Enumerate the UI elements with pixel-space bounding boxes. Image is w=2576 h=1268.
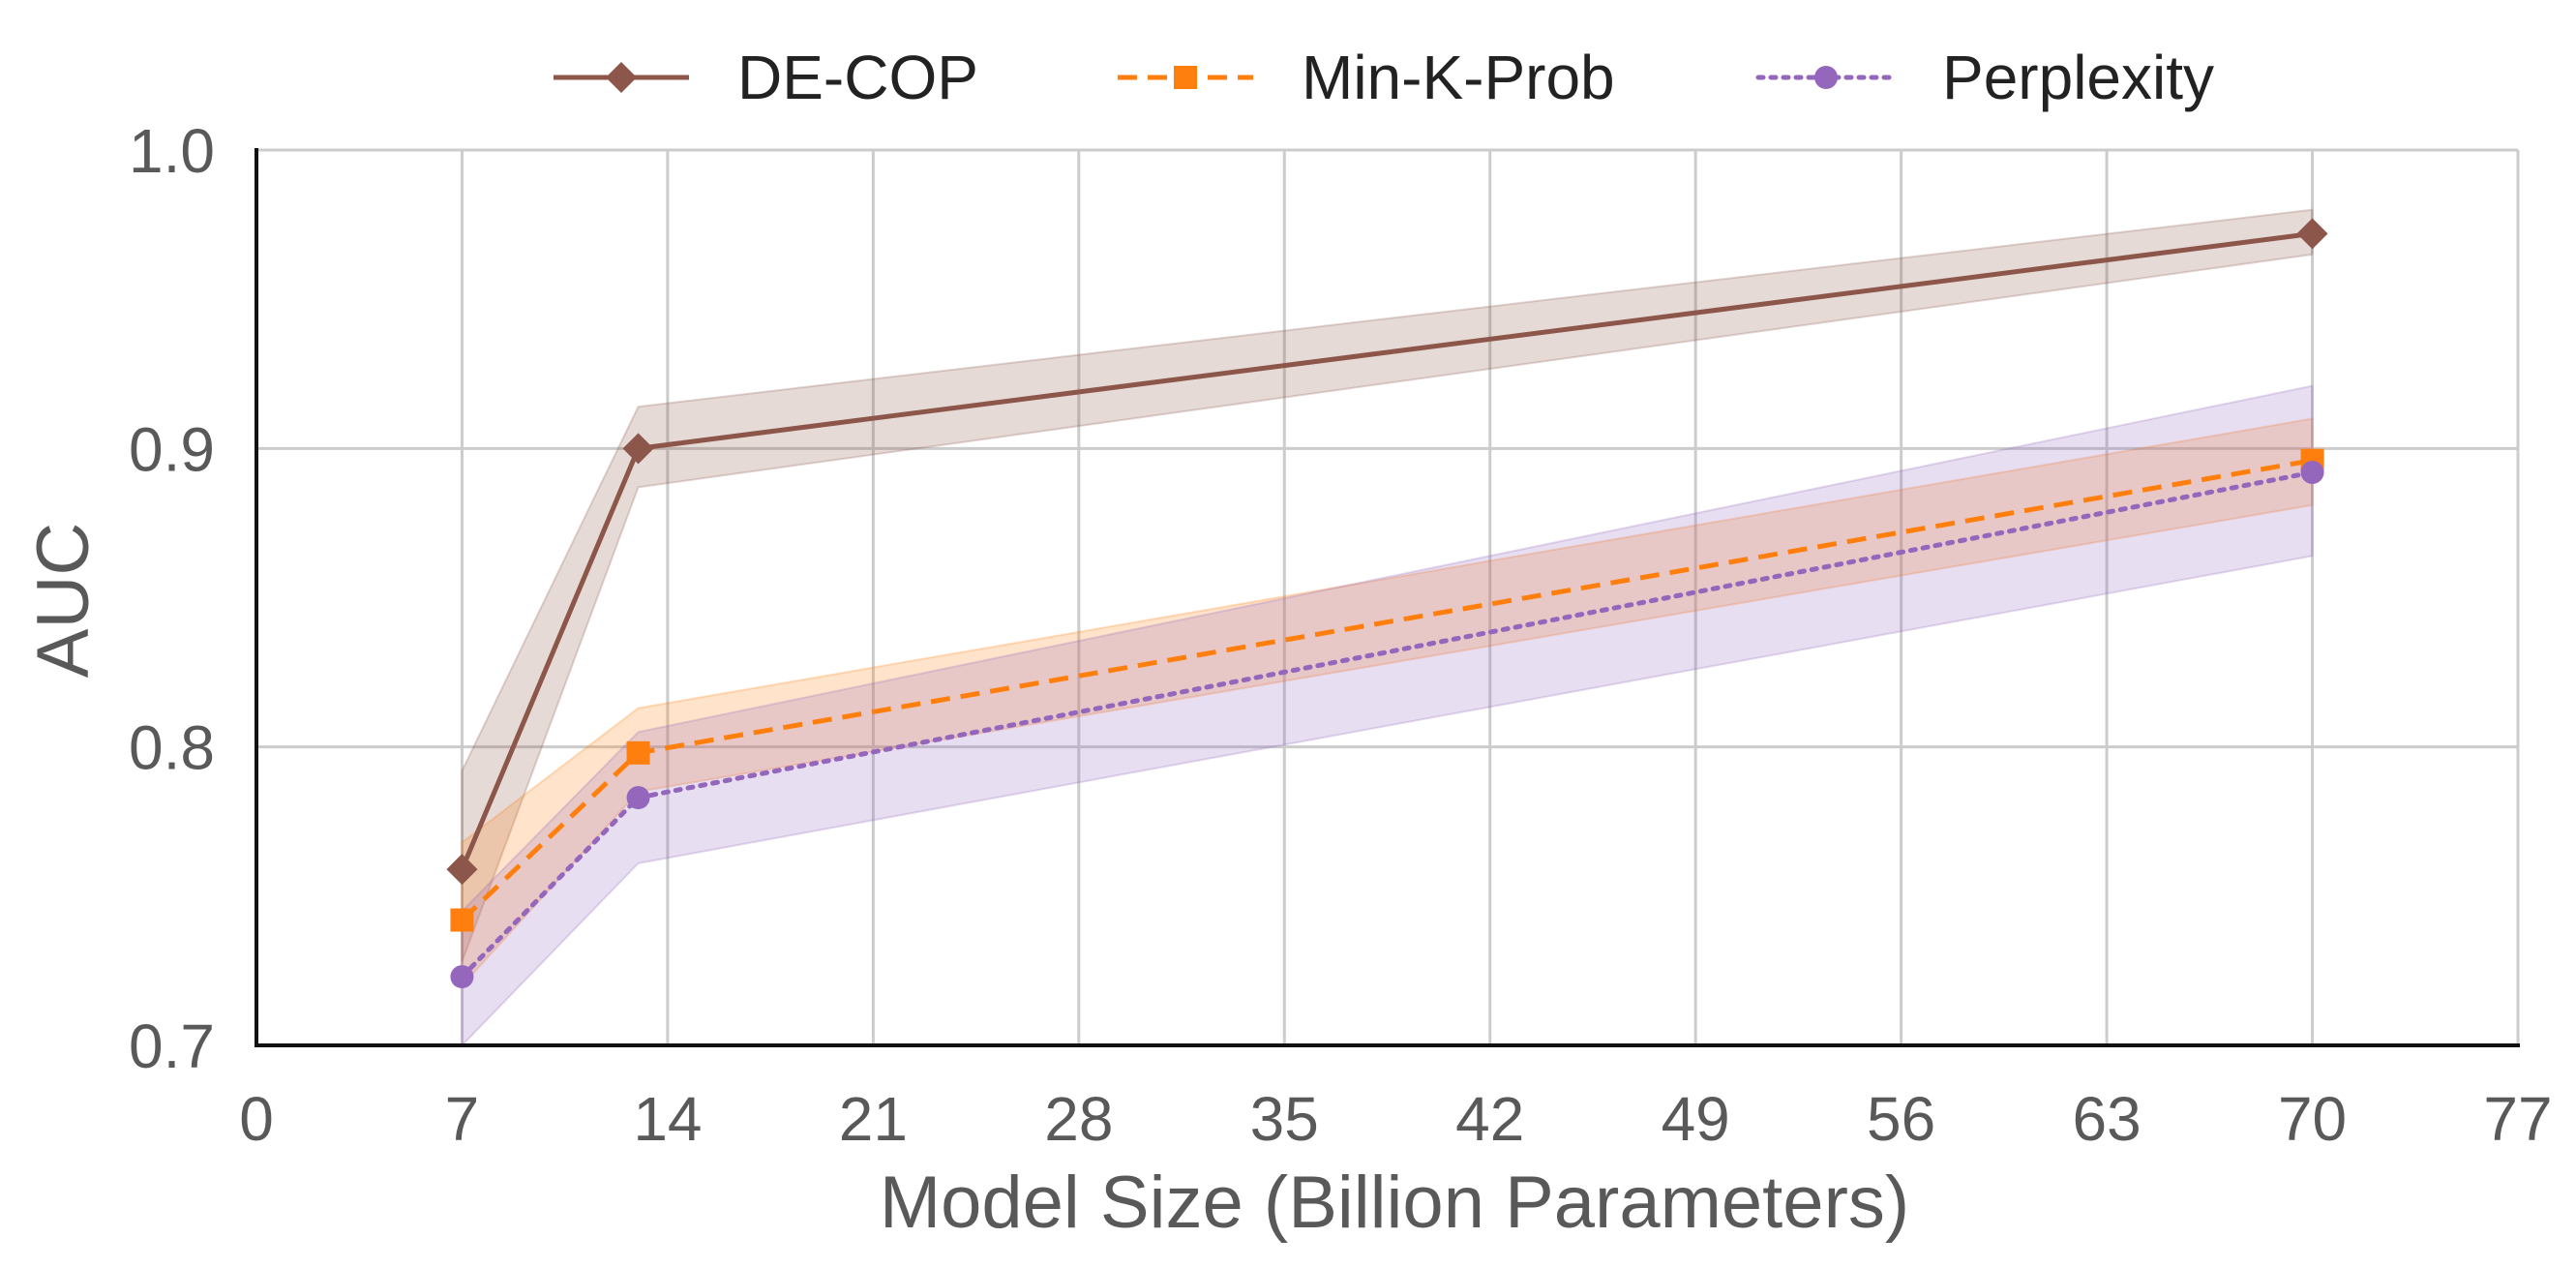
x-tick-label: 7 (445, 1084, 480, 1154)
x-tick-label: 21 (839, 1084, 908, 1154)
x-axis-label: Model Size (Billion Parameters) (880, 1162, 1909, 1244)
tick-labels: 0 7 14 21 28 35 42 49 56 63 70 77 0.7 0.8 0.9 1.0 (129, 116, 2553, 1154)
data-point (622, 433, 654, 465)
legend-marker (1174, 66, 1197, 89)
confidence-band (461, 208, 2314, 963)
legend-marker (606, 62, 637, 93)
x-tick-label: 70 (2278, 1084, 2347, 1154)
legend-label: Perplexity (1942, 43, 2214, 112)
y-tick-label: 1.0 (129, 116, 215, 186)
legend: DE-COP Min-K-Prob Perplexity (554, 43, 2214, 112)
x-tick-label: 49 (1662, 1084, 1730, 1154)
x-tick-label: 35 (1250, 1084, 1319, 1154)
data-point (450, 965, 474, 989)
x-tick-label: 0 (239, 1084, 274, 1154)
x-tick-label: 14 (633, 1084, 702, 1154)
y-tick-label: 0.7 (129, 1011, 215, 1081)
data-point (2296, 218, 2328, 250)
y-tick-label: 0.9 (129, 414, 215, 484)
legend-marker (1814, 66, 1838, 89)
x-tick-label: 63 (2072, 1084, 2141, 1154)
y-tick-label: 0.8 (129, 713, 215, 783)
data-point (626, 740, 650, 765)
legend-label: Min-K-Prob (1302, 43, 1615, 112)
x-tick-label: 28 (1044, 1084, 1113, 1154)
data-point (446, 854, 478, 886)
x-tick-label: 42 (1455, 1084, 1524, 1154)
data-point (626, 786, 650, 810)
y-axis-label: AUC (22, 523, 105, 678)
data-point (2300, 461, 2324, 484)
legend-label: DE-COP (737, 43, 978, 112)
data-point (450, 908, 474, 932)
series-markers (446, 218, 2328, 989)
x-tick-label: 77 (2483, 1084, 2552, 1154)
axes (255, 148, 2520, 1047)
x-tick-label: 56 (1867, 1084, 1935, 1154)
